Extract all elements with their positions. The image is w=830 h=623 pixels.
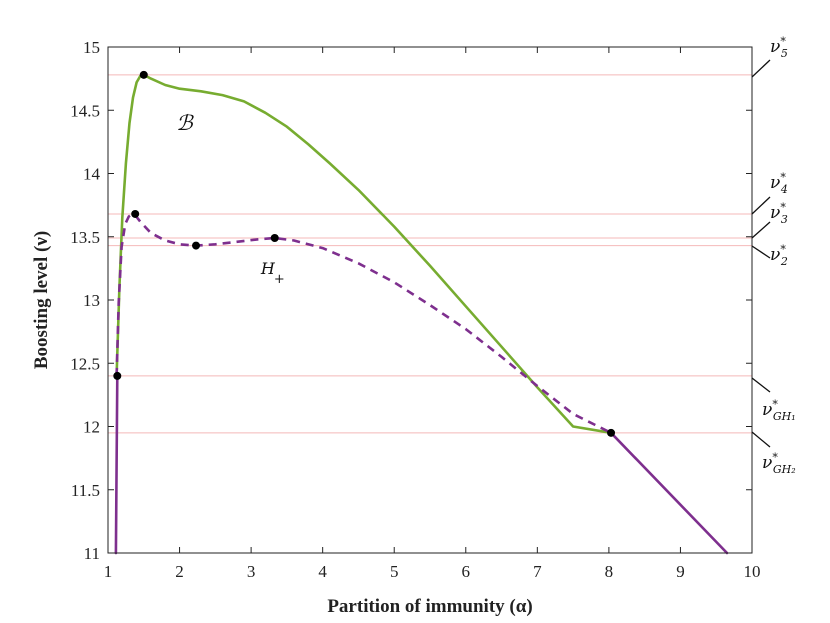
x-tick-label: 8 bbox=[605, 562, 614, 581]
y-tick-label: 14.5 bbox=[70, 101, 100, 120]
ref-nu2-label: ν* 2 bbox=[770, 243, 788, 268]
series-layer bbox=[114, 73, 729, 555]
y-tick-label: 15 bbox=[83, 38, 100, 57]
series-green-branch bbox=[115, 73, 613, 435]
hopf-label-sub: + bbox=[274, 272, 285, 287]
y-tick-label: 13.5 bbox=[70, 228, 100, 247]
ref-nu5-leader bbox=[751, 59, 771, 78]
y-tick-label: 11.5 bbox=[71, 481, 100, 500]
points-layer bbox=[113, 70, 616, 437]
y-tick-label: 14 bbox=[83, 165, 101, 184]
x-tick-label: 2 bbox=[175, 562, 184, 581]
x-tick-label: 1 bbox=[104, 562, 113, 581]
ref-gh2-leader bbox=[751, 431, 771, 448]
y-tick-label: 12 bbox=[83, 418, 100, 437]
reference-lines bbox=[108, 74, 752, 434]
point-nu5 bbox=[139, 70, 148, 79]
y-axis-title: Boosting level (ν) bbox=[31, 231, 52, 369]
hopf-label-main: H bbox=[260, 259, 276, 278]
x-tick-label: 10 bbox=[744, 562, 761, 581]
y-tick-label: 13 bbox=[83, 291, 100, 310]
right-labels-layer: ν* 5 ν* 4 ν* 3 ν* 2 ν* GH₁ ν* GH₂ bbox=[751, 35, 796, 476]
x-tick-label: 5 bbox=[390, 562, 399, 581]
x-tick-label: 3 bbox=[247, 562, 256, 581]
x-tick-label: 7 bbox=[533, 562, 542, 581]
ref-nu4-leader bbox=[751, 196, 771, 215]
point-nu2 bbox=[192, 241, 201, 250]
series-purple-solid-right bbox=[609, 431, 729, 555]
ref-nu3-label: ν* 3 bbox=[770, 201, 788, 226]
point-gh2 bbox=[607, 428, 616, 437]
ref-gh2-label: ν* GH₂ bbox=[762, 451, 796, 476]
ref-nu2-leader bbox=[751, 245, 771, 259]
x-tick-label: 6 bbox=[462, 562, 471, 581]
point-gh1 bbox=[113, 371, 122, 380]
point-nu3 bbox=[270, 234, 279, 243]
series-purple-dashed-branch bbox=[115, 212, 612, 434]
y-tick-label: 12.5 bbox=[70, 354, 100, 373]
ref-gh1-label: ν* GH₁ bbox=[762, 398, 796, 423]
ref-gh1-leader bbox=[751, 377, 771, 393]
y-tick-label: 11 bbox=[84, 544, 100, 563]
x-axis-title: Partition of immunity (α) bbox=[327, 596, 532, 617]
region-label-B: ℬ bbox=[176, 111, 194, 135]
series-purple-solid-left bbox=[114, 374, 119, 555]
ref-nu4-label: ν* 4 bbox=[770, 171, 788, 196]
annotations-layer: ℬ H+ bbox=[176, 111, 285, 287]
ref-nu3-leader bbox=[751, 221, 771, 239]
ref-nu5-label: ν* 5 bbox=[770, 35, 788, 60]
x-tick-label: 9 bbox=[676, 562, 685, 581]
x-tick-label: 4 bbox=[318, 562, 327, 581]
point-nu4 bbox=[131, 209, 140, 218]
